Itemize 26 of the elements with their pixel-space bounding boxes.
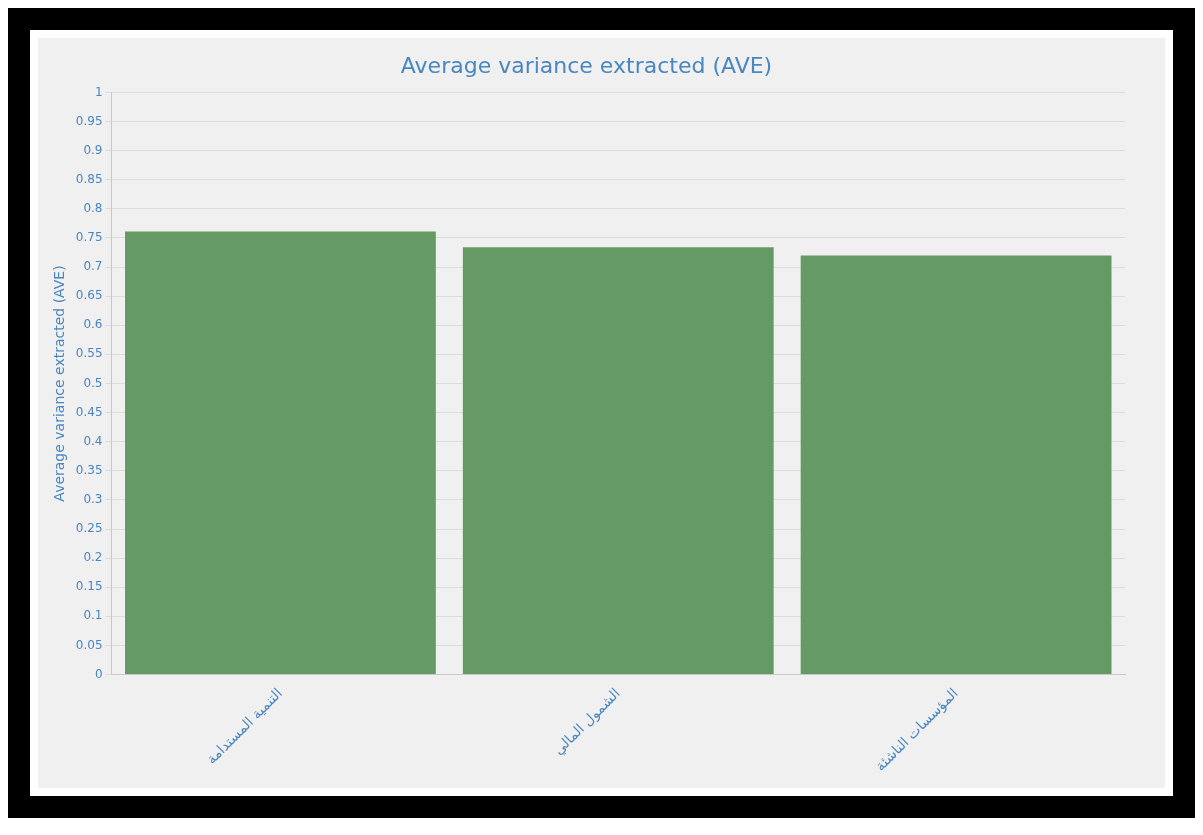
y-tick-label: 0.65 — [75, 288, 103, 303]
y-tick-label: 0.45 — [75, 404, 103, 419]
x-tick-label: التنمية المستدامة — [203, 684, 286, 767]
y-tick-label: 0.9 — [83, 142, 103, 157]
x-tick-label: الشمول المالي — [550, 684, 624, 759]
y-tick-label: 0.5 — [83, 375, 103, 390]
y-tick-label: 0.75 — [75, 230, 103, 245]
y-tick-label: 0 — [94, 666, 103, 681]
x-tick-label: المؤسسات الناشئة — [871, 684, 962, 775]
y-tick-label: 0.25 — [75, 521, 103, 536]
y-tick-label: 0.15 — [75, 579, 103, 594]
y-tick-label: 0.8 — [83, 200, 103, 215]
y-tick-label: 0.35 — [75, 462, 103, 477]
y-tick-label: 1 — [94, 84, 103, 99]
y-tick-label: 0.1 — [83, 608, 103, 623]
y-tick-label: 0.2 — [83, 550, 103, 565]
y-tick-label: 0.3 — [83, 492, 103, 507]
y-tick-label: 0.7 — [83, 259, 103, 274]
y-axis-title: Average variance extracted (AVE) — [51, 265, 68, 502]
y-tick-label: 0.95 — [75, 113, 103, 128]
y-tick-label: 0.55 — [75, 346, 103, 361]
chart-title: Average variance extracted (AVE) — [400, 52, 773, 78]
y-tick-label: 0.6 — [83, 317, 103, 332]
y-tick-label: 0.4 — [83, 433, 103, 448]
y-tick-label: 0.85 — [75, 171, 103, 186]
y-tick-label: 0.05 — [75, 637, 103, 652]
